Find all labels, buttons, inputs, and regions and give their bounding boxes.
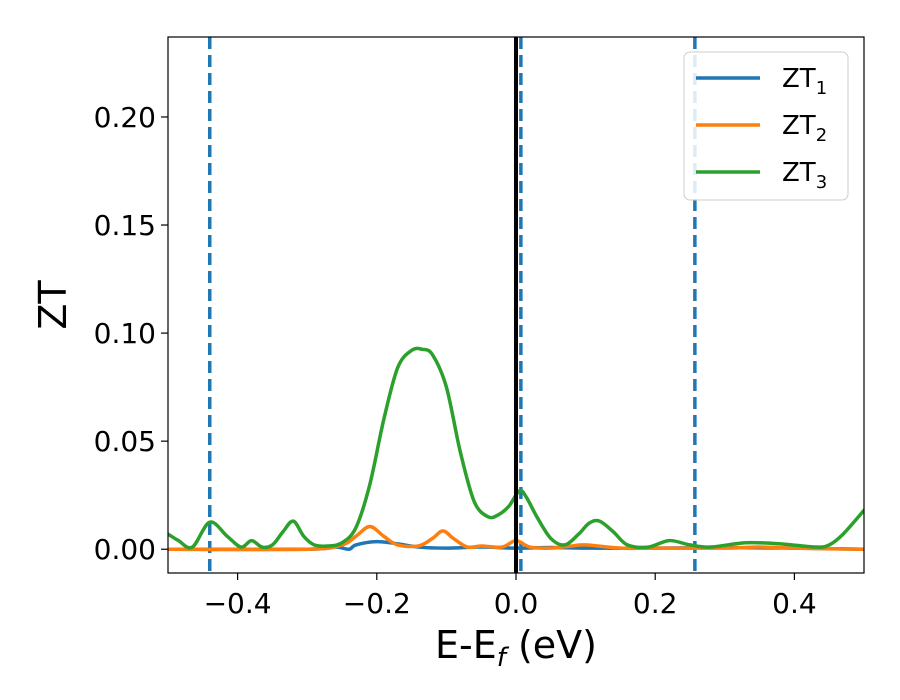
x-tick-label: −0.4 [204,587,272,620]
series-line-zt3 [168,346,864,550]
legend-label-zt2: ZT2 [782,111,827,146]
y-tick-label: 0.15 [94,209,156,242]
x-axis-title-main: E-E [435,623,497,667]
x-tick-label: 0.0 [494,587,539,620]
series-line-zt2 [168,524,864,552]
legend-box [683,51,849,201]
x-tick-label: −0.2 [343,587,411,620]
x-axis-title: E-Ef (eV) [435,623,597,673]
x-axis-title-unit: (eV) [506,623,597,667]
y-tick-label: 0.20 [94,101,156,134]
y-tick-label: 0.10 [94,317,156,350]
y-axis-title: ZT [31,280,75,330]
x-tick-label: 0.2 [633,587,678,620]
y-tick-label: 0.00 [94,533,156,566]
legend-label-zt1: ZT1 [782,64,827,99]
x-tick-label: 0.4 [772,587,817,620]
legend: ZT1 ZT2 ZT3 [683,51,849,201]
legend-label-zt3: ZT3 [782,158,827,193]
y-tick-label: 0.05 [94,425,156,458]
